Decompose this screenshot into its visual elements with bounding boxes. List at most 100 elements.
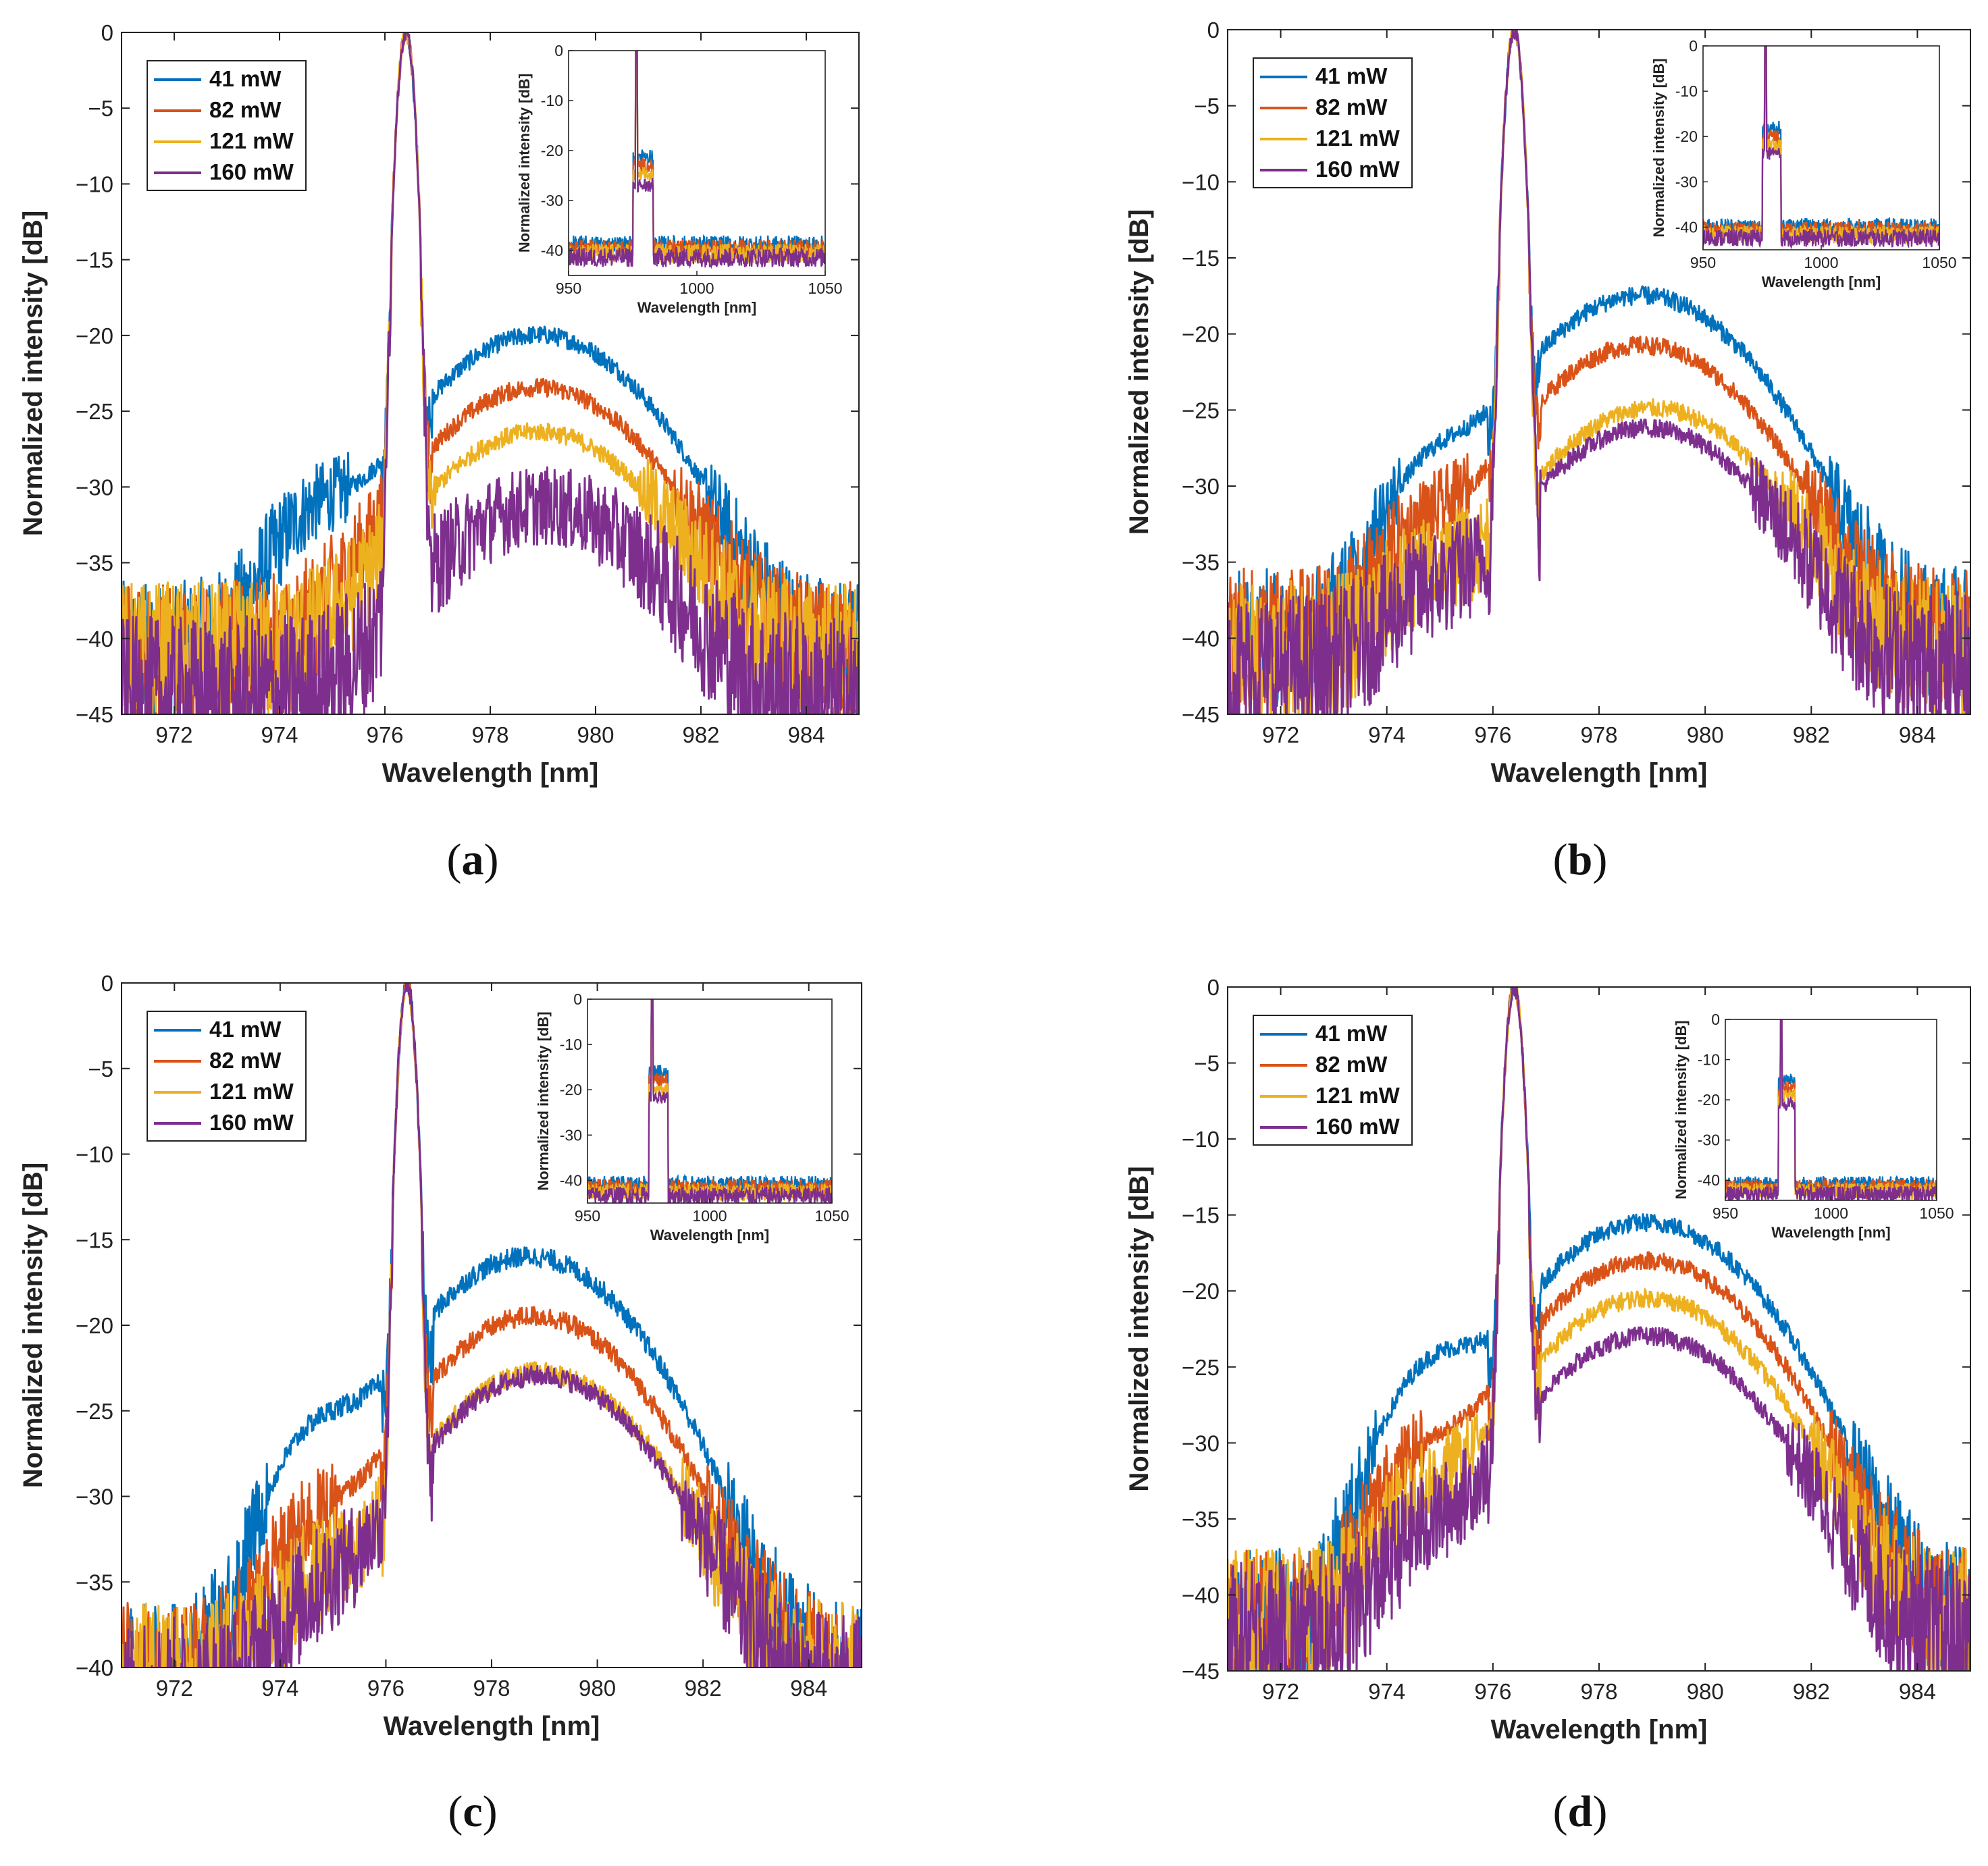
x-tick-label: 972	[1262, 722, 1299, 747]
inset-y-tick-label: -40	[541, 242, 563, 259]
y-tick-label: −35	[76, 551, 113, 576]
y-tick-label: −15	[1182, 246, 1220, 271]
inset-chart: 950 1000 1050 0 -10 -20 -30 -40 Wavelength [nm] N…	[1650, 37, 1957, 290]
inset-chart: 950 1000 1050 0 -10 -20 -30 -40 Wavelength [nm] N…	[1673, 1011, 1954, 1241]
series-line-160-mW	[122, 32, 859, 714]
x-tick-label: 976	[367, 1676, 404, 1701]
x-tick-label: 972	[155, 722, 192, 747]
x-tick-label: 980	[579, 1676, 616, 1701]
x-axis-label: Wavelength [nm]	[1491, 1715, 1708, 1744]
inset-series-group	[1725, 1019, 1937, 1200]
panel-caption: (a)	[447, 835, 499, 884]
inset-x-tick-label: 1000	[692, 1207, 727, 1225]
inset-y-tick-label: 0	[1689, 37, 1698, 55]
series-line-41-mW	[122, 32, 859, 714]
inset-series-line	[1703, 46, 1939, 250]
inset-x-tick-label: 950	[1712, 1204, 1738, 1222]
legend-label: 121 mW	[209, 1079, 294, 1104]
inset-y-tick-label: -30	[560, 1126, 582, 1144]
y-tick-label: −15	[76, 248, 113, 273]
legend-label: 41 mW	[1315, 1021, 1388, 1046]
x-tick-label: 976	[1474, 1679, 1511, 1704]
y-tick-label: −25	[1182, 1355, 1220, 1380]
y-axis-label: Normalized intensity [dB]	[1124, 209, 1154, 535]
inset-y-tick-label: 0	[1711, 1011, 1720, 1028]
chart-panel-c: 972 974 976 978 980 982 984 0 −5 −10 −15 −20 −25 −30 −…	[18, 971, 862, 1836]
inset-x-axis-label: Wavelength [nm]	[650, 1227, 769, 1244]
y-tick-label: −5	[1194, 1051, 1220, 1076]
inset-plot-area	[569, 51, 825, 275]
legend-label: 160 mW	[1315, 1114, 1401, 1139]
legend-label: 41 mW	[209, 1017, 282, 1042]
series-group	[122, 983, 862, 1668]
y-axis-label: Normalized intensity [dB]	[18, 211, 48, 536]
series-group	[122, 32, 859, 714]
inset-y-tick-label: -20	[1698, 1091, 1720, 1109]
x-tick-label: 982	[685, 1676, 722, 1701]
series-line-41-mW	[122, 983, 862, 1668]
y-tick-label: −5	[1194, 94, 1220, 119]
y-tick-label: 0	[1207, 975, 1220, 1000]
y-tick-label: 0	[1207, 18, 1220, 43]
y-tick-label: 0	[101, 971, 113, 996]
x-tick-label: 984	[1899, 722, 1936, 747]
inset-y-tick-label: -10	[1675, 82, 1698, 100]
y-tick-label: −25	[76, 399, 113, 424]
inset-plot-area	[1725, 1019, 1937, 1200]
y-tick-label: −30	[1182, 1431, 1220, 1456]
inset-chart: 950 1000 1050 0 -10 -20 -30 -40 Wavelength [nm] N…	[535, 990, 849, 1244]
panel-caption: (c)	[448, 1787, 497, 1836]
x-tick-label: 980	[1687, 722, 1724, 747]
x-tick-label: 978	[471, 722, 508, 747]
y-tick-label: 0	[101, 20, 113, 45]
series-group	[1228, 30, 1970, 714]
legend-label: 160 mW	[209, 1110, 294, 1135]
inset-y-tick-label: -10	[1698, 1051, 1720, 1069]
y-tick-label: −45	[76, 702, 113, 727]
chart-panel-a: 972 974 976 978 980 982 984 0 −5 −10 −15 −20 −25 −30 −…	[18, 20, 860, 884]
inset-x-axis-label: Wavelength [nm]	[1771, 1224, 1890, 1241]
legend-box	[1253, 57, 1413, 188]
x-axis-label: Wavelength [nm]	[384, 1711, 600, 1741]
panel-caption: (d)	[1553, 1787, 1608, 1836]
legend: 41 mW 82 mW 121 mW 160 mW	[1253, 1015, 1413, 1146]
legend-label: 82 mW	[1315, 95, 1388, 119]
inset-x-axis-label: Wavelength [nm]	[637, 299, 756, 316]
inset-y-axis-label: Normalized intensity [dB]	[516, 74, 533, 252]
inset-y-tick-label: 0	[554, 42, 563, 59]
inset-x-tick-label: 950	[556, 279, 581, 297]
y-tick-label: −15	[76, 1227, 113, 1252]
legend-label: 82 mW	[209, 97, 282, 122]
chart-panel-d: 972 974 976 978 980 982 984 0 −5 −10 −15 −20 −25 −30 −…	[1124, 975, 1971, 1836]
legend: 41 mW 82 mW 121 mW 160 mW	[147, 60, 307, 191]
inset-x-tick-label: 1050	[814, 1207, 849, 1225]
legend-box	[147, 60, 307, 191]
x-tick-label: 972	[1262, 1679, 1299, 1704]
y-tick-label: −10	[76, 1142, 113, 1167]
x-tick-label: 978	[1580, 722, 1617, 747]
x-tick-label: 974	[1368, 1679, 1405, 1704]
series-line-160-mW	[1228, 30, 1970, 714]
legend-label: 82 mW	[209, 1048, 282, 1073]
x-tick-label: 978	[1580, 1679, 1617, 1704]
inset-y-tick-label: -30	[541, 192, 563, 209]
y-tick-label: −30	[1182, 474, 1220, 499]
y-tick-label: −5	[88, 96, 113, 121]
legend-label: 121 mW	[1315, 126, 1401, 151]
x-tick-label: 984	[787, 722, 825, 747]
inset-y-tick-label: -40	[1698, 1171, 1720, 1189]
inset-x-tick-label: 950	[1690, 254, 1716, 271]
y-tick-label: −45	[1182, 702, 1220, 727]
y-tick-label: −25	[76, 1399, 113, 1424]
inset-y-tick-label: -40	[560, 1171, 582, 1189]
y-tick-label: −40	[76, 1655, 113, 1680]
inset-x-axis-label: Wavelength [nm]	[1762, 273, 1881, 290]
y-tick-label: −10	[1182, 169, 1220, 194]
legend: 41 mW 82 mW 121 mW 160 mW	[1253, 57, 1413, 188]
y-tick-label: −20	[1182, 1279, 1220, 1304]
y-axis-label: Normalized intensity [dB]	[18, 1163, 48, 1488]
x-tick-label: 982	[682, 722, 719, 747]
x-tick-label: 982	[1793, 1679, 1830, 1704]
inset-series-line	[1725, 1019, 1937, 1200]
inset-plot-area	[587, 999, 832, 1203]
